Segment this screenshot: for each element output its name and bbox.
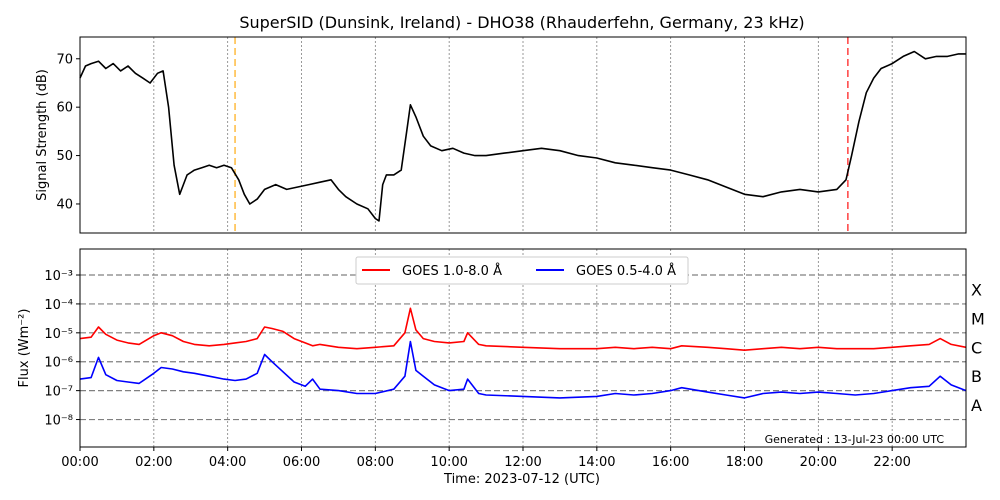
x-tick-label: 16:00 xyxy=(652,455,689,470)
signal-plot-frame xyxy=(79,36,967,234)
x-tick-label: 20:00 xyxy=(800,455,837,470)
legend-box xyxy=(355,256,689,285)
flare-class-label: X xyxy=(971,280,982,299)
signal-y-axis-label: Signal Strength (dB) xyxy=(35,69,50,201)
flare-class-label: A xyxy=(971,396,982,415)
flux-series-group xyxy=(79,307,967,399)
signal-grid xyxy=(153,37,893,233)
flux-y-tick-label: 10⁻⁶ xyxy=(44,356,73,371)
flare-class-label: M xyxy=(971,309,985,328)
flux-panel: 10⁻⁸ 10⁻⁷ 10⁻⁶ 10⁻⁵ 10⁻⁴ 10⁻³ 00:00 02:00 04:00… xyxy=(17,248,985,487)
generated-note: Generated : 13-Jul-23 00:00 UTC xyxy=(765,433,945,446)
flux-y-ticks: 10⁻⁸ 10⁻⁷ 10⁻⁶ 10⁻⁵ 10⁻⁴ 10⁻³ xyxy=(44,269,80,429)
flux-y-tick-label: 10⁻⁴ xyxy=(44,298,73,313)
x-axis-label: Time: 2023-07-12 (UTC) xyxy=(443,472,600,487)
x-tick-label: 08:00 xyxy=(357,455,394,470)
x-tick-label: 10:00 xyxy=(430,455,467,470)
signal-strength-series xyxy=(79,50,966,222)
flux-y-tick-label: 10⁻⁵ xyxy=(44,327,73,342)
signal-panel: 40 50 60 70 Signal Strength (dB) xyxy=(35,36,967,234)
chart-title: SuperSID (Dunsink, Ireland) - DHO38 (Rha… xyxy=(239,13,804,32)
signal-y-tick-label: 40 xyxy=(56,197,73,212)
flux-y-tick-label: 10⁻³ xyxy=(44,269,73,284)
x-tick-label: 04:00 xyxy=(209,455,246,470)
goes-long-series xyxy=(79,307,967,352)
x-tick-label: 02:00 xyxy=(135,455,172,470)
signal-y-tick-label: 50 xyxy=(56,149,73,164)
goes-short-series xyxy=(79,340,967,399)
x-tick-label: 22:00 xyxy=(873,455,910,470)
legend-label-goes-short: GOES 0.5-4.0 Å xyxy=(576,263,676,279)
legend: GOES 1.0-8.0 Å GOES 0.5-4.0 Å xyxy=(355,256,689,285)
signal-y-tick-label: 60 xyxy=(56,101,73,116)
x-tick-label: 14:00 xyxy=(578,455,615,470)
flux-y-tick-label: 10⁻⁸ xyxy=(44,414,73,429)
flux-y-axis-label: Flux (Wm⁻²) xyxy=(17,309,32,388)
x-tick-label: 06:00 xyxy=(283,455,320,470)
x-tick-label: 18:00 xyxy=(726,455,763,470)
signal-series-group xyxy=(79,50,966,222)
signal-y-tick-label: 70 xyxy=(56,52,73,67)
signal-y-ticks: 40 50 60 70 xyxy=(56,52,80,212)
flare-class-label: B xyxy=(971,367,982,386)
legend-label-goes-long: GOES 1.0-8.0 Å xyxy=(402,263,502,279)
x-tick-label: 00:00 xyxy=(61,455,98,470)
x-tick-label: 12:00 xyxy=(504,455,541,470)
flare-class-label: C xyxy=(971,338,982,357)
flux-x-ticks: 00:00 02:00 04:00 06:00 08:00 10:00 12:00 14:00… xyxy=(61,447,911,470)
flux-y-tick-label: 10⁻⁷ xyxy=(44,385,73,400)
